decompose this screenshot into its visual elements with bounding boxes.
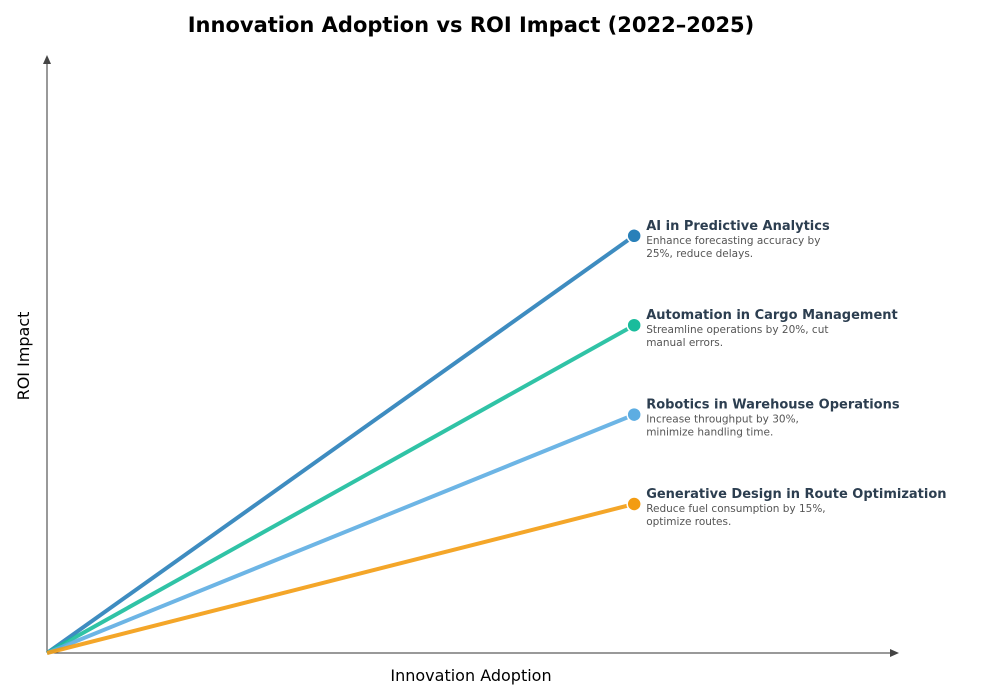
series-description: 25%, reduce delays. — [646, 248, 753, 260]
x-axis-arrow-icon — [890, 649, 899, 657]
series-label: Generative Design in Route Optimization — [646, 487, 946, 502]
series-description: manual errors. — [646, 337, 723, 349]
series-line — [46, 323, 636, 655]
series-description: Increase throughput by 30%, — [646, 414, 799, 426]
series-description: optimize routes. — [646, 516, 731, 528]
series-end-point — [626, 317, 642, 333]
x-axis-label: Innovation Adoption — [390, 666, 551, 685]
series-line — [46, 412, 635, 655]
chart-title: Innovation Adoption vs ROI Impact (2022–… — [188, 13, 755, 37]
series-end-point — [626, 496, 642, 512]
series-end-point — [626, 406, 642, 423]
series-label: Robotics in Warehouse Operations — [646, 398, 900, 413]
series-end-point — [626, 228, 642, 244]
series-line — [46, 502, 635, 655]
series-label: AI in Predictive Analytics — [646, 219, 830, 234]
series-label: Automation in Cargo Management — [646, 308, 898, 323]
series-line — [45, 234, 636, 655]
series-description: minimize handling time. — [646, 427, 773, 439]
y-axis-arrow-icon — [43, 55, 51, 64]
series-description: Enhance forecasting accuracy by — [646, 235, 820, 247]
series-description: Streamline operations by 20%, cut — [646, 324, 828, 336]
y-axis-label: ROI Impact — [14, 312, 33, 401]
series-description: Reduce fuel consumption by 15%, — [646, 503, 825, 515]
